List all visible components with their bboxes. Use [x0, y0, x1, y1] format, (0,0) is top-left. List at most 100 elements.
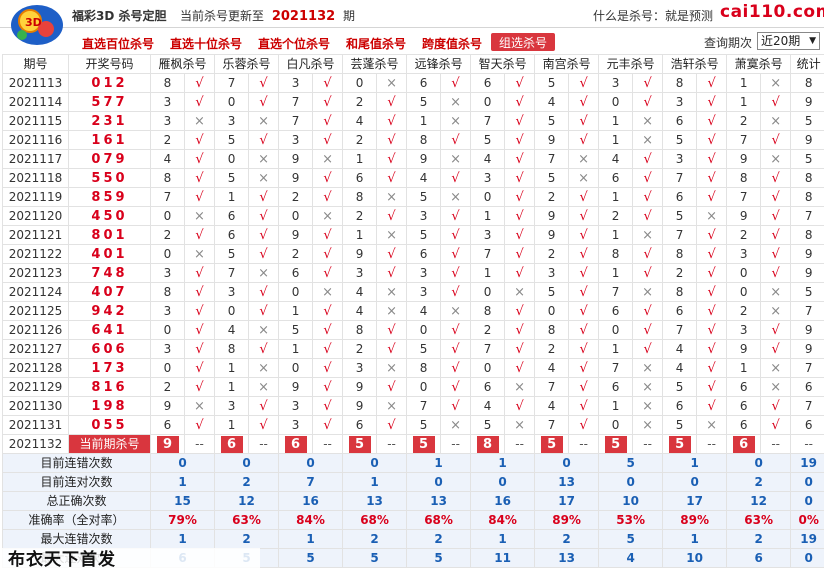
kill-number-cell: 1	[598, 111, 634, 131]
table-row: 2021130 198 9 × 3 √ 3 √ 9 × 7 √ 4 √ 4 √ 1 × 6 √ 6 √ 7	[2, 396, 824, 416]
check-icon: √	[183, 377, 216, 397]
col-header-expert: 浩轩杀号	[662, 54, 728, 74]
nav-span-kill[interactable]: 跨度值杀号	[422, 37, 483, 51]
current-result-pending: --	[312, 434, 344, 454]
kill-number-cell: 4	[662, 339, 698, 359]
period-cell: 2021129	[2, 377, 69, 397]
draw-number-cell: 641	[68, 320, 151, 340]
kill-number-cell: 0	[470, 282, 506, 302]
kill-number-cell: 4	[342, 301, 378, 321]
kill-number-cell: 6	[470, 377, 506, 397]
check-icon: √	[312, 358, 344, 378]
current-result-pending: --	[696, 434, 728, 454]
current-kill-number: 6	[732, 435, 755, 453]
current-kill-number: 5	[604, 435, 627, 453]
stat-value: 13	[534, 548, 600, 568]
nav-group-kill-active[interactable]: 组选杀号	[491, 33, 556, 51]
check-icon: √	[440, 73, 472, 93]
table-row: 2021113 012 8 √ 7 √ 3 √ 0 × 6 √ 6 √ 5 √ 3 √ 8 √ 1 × 8	[2, 73, 824, 93]
stat-value: 84%	[470, 510, 536, 530]
check-icon: √	[504, 206, 536, 226]
check-icon: √	[632, 339, 664, 359]
kill-number-cell: 8	[342, 187, 378, 207]
cross-icon: ×	[312, 149, 344, 169]
kill-number-cell: 7	[662, 168, 698, 188]
kill-number-cell: 8	[662, 244, 698, 264]
check-icon: √	[568, 339, 600, 359]
kill-number-cell: 2	[342, 92, 378, 112]
check-icon: √	[568, 92, 600, 112]
check-icon: √	[312, 92, 344, 112]
chevron-down-icon: ▼	[809, 36, 816, 46]
kill-number-cell: 8	[406, 130, 442, 150]
check-icon: √	[568, 320, 600, 340]
nav-tens-kill[interactable]: 直选十位杀号	[170, 37, 243, 51]
draw-number-cell: 606	[68, 339, 151, 359]
cross-icon: ×	[632, 111, 664, 131]
cross-icon: ×	[248, 320, 280, 340]
cross-icon: ×	[248, 358, 280, 378]
check-icon: √	[248, 396, 280, 416]
period-cell: 2021126	[2, 320, 69, 340]
check-icon: √	[183, 187, 216, 207]
stat-value: 0	[214, 453, 280, 473]
kill-number-cell: 6	[598, 301, 634, 321]
period-cell: 2021117	[2, 149, 69, 169]
nav-sum-tail-kill[interactable]: 和尾值杀号	[346, 37, 407, 51]
kill-number-cell: 5	[662, 206, 698, 226]
stat-value: 1	[406, 453, 472, 473]
table-row: 2021116 161 2 √ 5 √ 3 √ 2 √ 8 √ 5 √ 9 √ 1 × 5 √ 7 √ 9	[2, 130, 824, 150]
check-icon: √	[632, 149, 664, 169]
check-icon: √	[632, 73, 664, 93]
draw-number-cell: 055	[68, 415, 151, 435]
kill-number-cell: 7	[278, 92, 314, 112]
kill-number-cell: 5	[214, 168, 250, 188]
check-icon: √	[696, 111, 728, 131]
kill-number-cell: 0	[214, 92, 250, 112]
draw-number-cell: 748	[68, 263, 151, 283]
stat-value: 2	[214, 529, 280, 549]
kill-number-cell: 6	[214, 206, 250, 226]
current-kill-number: 6	[220, 435, 243, 453]
check-icon: √	[760, 396, 792, 416]
hit-count-cell: 7	[790, 206, 824, 226]
current-period-cell: 2021132	[2, 434, 69, 454]
table-row: 2021131 055 6 √ 1 √ 3 √ 6 √ 5 × 5 × 7 √ 0 × 5 × 6 √ 6	[2, 415, 824, 435]
check-icon: √	[376, 111, 408, 131]
help-link[interactable]: 什么是杀号：就是预测	[593, 9, 714, 23]
kill-number-cell: 6	[342, 168, 378, 188]
kill-number-cell: 5	[534, 168, 570, 188]
current-result-pending: --	[440, 434, 472, 454]
nav-hundreds-kill[interactable]: 直选百位杀号	[82, 37, 155, 51]
kill-number-cell: 0	[150, 358, 185, 378]
check-icon: √	[376, 415, 408, 435]
current-kill-cell: 9	[150, 434, 185, 454]
kill-number-cell: 8	[726, 168, 762, 188]
col-header-expert: 乐蓉杀号	[214, 54, 280, 74]
period-select[interactable]: 近20期 ▼	[757, 32, 820, 50]
kill-number-cell: 2	[726, 111, 762, 131]
check-icon: √	[568, 225, 600, 245]
kill-number-cell: 3	[150, 111, 185, 131]
stat-value: 0	[598, 472, 664, 492]
cross-icon: ×	[760, 73, 792, 93]
hit-count-cell: 8	[790, 187, 824, 207]
kill-number-cell: 5	[406, 187, 442, 207]
col-header-expert: 南宫杀号	[534, 54, 600, 74]
kill-number-cell: 2	[598, 206, 634, 226]
check-icon: √	[440, 263, 472, 283]
check-icon: √	[376, 149, 408, 169]
cross-icon: ×	[376, 225, 408, 245]
kill-number-cell: 2	[534, 339, 570, 359]
check-icon: √	[696, 377, 728, 397]
check-icon: √	[568, 377, 600, 397]
col-header-expert: 元丰杀号	[598, 54, 664, 74]
check-icon: √	[312, 301, 344, 321]
nav-units-kill[interactable]: 直选个位杀号	[258, 37, 331, 51]
current-kill-number: 6	[284, 435, 307, 453]
kill-number-cell: 0	[150, 244, 185, 264]
cross-icon: ×	[440, 149, 472, 169]
kill-number-cell: 3	[534, 263, 570, 283]
nav-bar: 直选百位杀号 直选十位杀号 直选个位杀号 和尾值杀号 跨度值杀号 组选杀号 查询…	[0, 28, 824, 54]
cross-icon: ×	[696, 415, 728, 435]
